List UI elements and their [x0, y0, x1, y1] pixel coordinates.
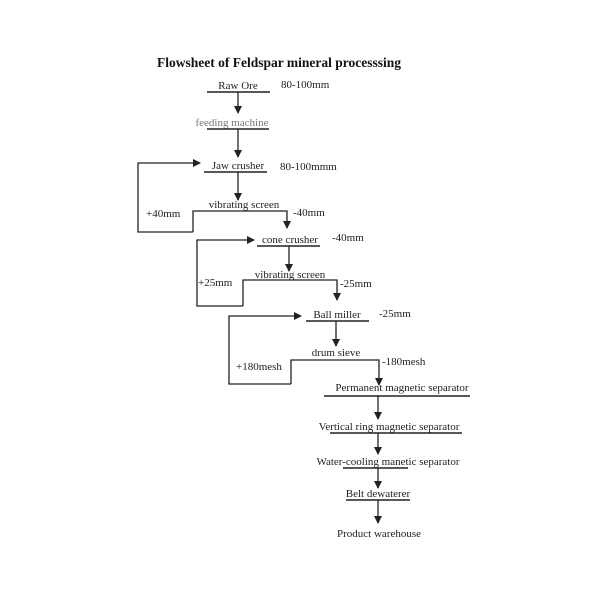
loop-sieve-to-ball	[228, 312, 302, 385]
label-screen1-undersize: -40mm	[293, 207, 325, 219]
screen1-line	[192, 210, 291, 232]
label-sieve-oversize: +180mesh	[236, 361, 282, 373]
node-water-cooling-magnetic-separator: Water-cooling manetic separator	[316, 456, 459, 468]
node-feeding-machine: feeding machine	[196, 117, 269, 129]
diagram-title: Flowsheet of Feldspar mineral processsin…	[157, 55, 401, 70]
node-permanent-magnetic-separator: Permanent magnetic separator	[335, 382, 469, 394]
loop-screen2-to-cone	[196, 236, 255, 307]
screen2-line	[242, 279, 341, 306]
node-vertical-ring-magnetic-separator: Vertical ring magnetic separator	[319, 421, 460, 433]
label-screen1-oversize: +40mm	[146, 208, 181, 220]
sieve-line	[290, 359, 383, 386]
label-raw-ore-size: 80-100mm	[281, 79, 330, 91]
label-jaw-size: 80-100mmm	[280, 161, 337, 173]
loop-screen1-to-jaw	[137, 159, 201, 233]
node-product-warehouse: Product warehouse	[337, 528, 421, 540]
label-cone-size: -40mm	[332, 232, 364, 244]
node-raw-ore: Raw Ore	[218, 80, 258, 92]
node-drum-sieve: drum sieve	[312, 347, 361, 359]
label-sieve-undersize: -180mesh	[382, 356, 426, 368]
node-belt-dewaterer: Belt dewaterer	[346, 488, 411, 500]
node-vibrating-screen-2: vibrating screen	[255, 269, 326, 281]
node-vibrating-screen-1: vibrating screen	[209, 199, 280, 211]
node-jaw-crusher: Jaw crusher	[212, 160, 265, 172]
label-screen2-undersize: -25mm	[340, 278, 372, 290]
node-ball-miller: Ball miller	[313, 309, 361, 321]
label-screen2-oversize: +25mm	[198, 277, 233, 289]
node-cone-crusher: cone crusher	[262, 234, 318, 246]
label-ball-size: -25mm	[379, 308, 411, 320]
